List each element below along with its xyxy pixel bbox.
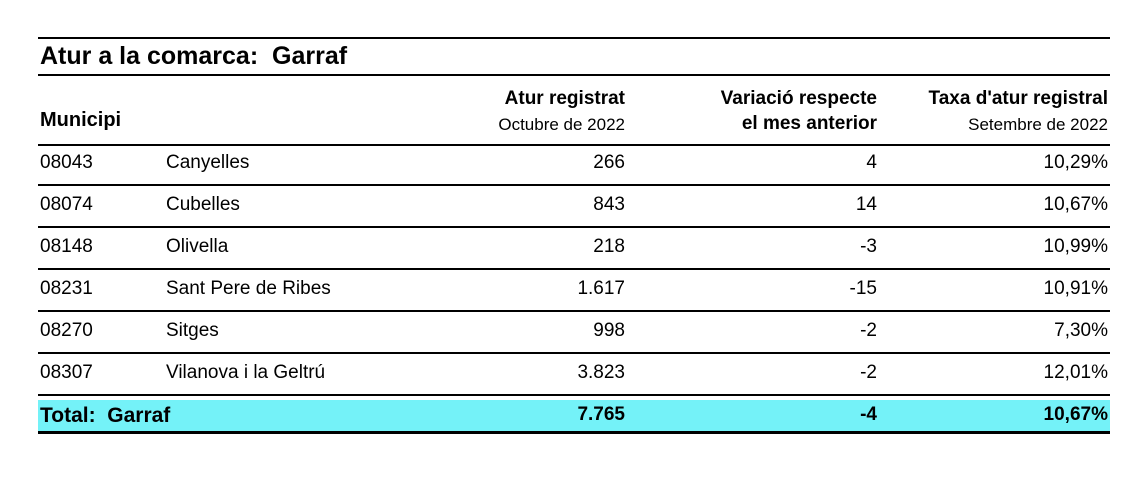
cell: Sant Pere de Ribes — [166, 278, 331, 299]
cell: 08148 — [40, 236, 93, 257]
rule — [38, 184, 1110, 186]
cell: 1.617 — [577, 278, 625, 299]
cell: 266 — [593, 152, 625, 173]
rule — [38, 144, 1110, 146]
cell: 08270 — [40, 320, 93, 341]
cell: 12,01% — [1043, 362, 1108, 383]
rule — [38, 310, 1110, 312]
cell: 08231 — [40, 278, 93, 299]
table-title: Atur a la comarca: Garraf — [40, 42, 348, 70]
column-header: el mes anterior — [741, 113, 877, 134]
total-cell: 7.765 — [577, 404, 625, 425]
column-header: Taxa d'atur registral — [928, 88, 1108, 109]
cell: 08074 — [40, 194, 93, 215]
cell: 843 — [593, 194, 625, 215]
cell: 10,67% — [1043, 194, 1108, 215]
cell: -15 — [849, 278, 877, 299]
cell: 218 — [593, 236, 625, 257]
cell: 7,30% — [1054, 320, 1108, 341]
cell: Canyelles — [166, 152, 250, 173]
cell: -3 — [860, 236, 877, 257]
cell: -2 — [860, 320, 877, 341]
cell: 08307 — [40, 362, 93, 383]
rule — [38, 394, 1110, 396]
cell: 998 — [593, 320, 625, 341]
cell: 3.823 — [577, 362, 625, 383]
cell: 4 — [866, 152, 877, 173]
total-label: Total: Garraf — [40, 404, 171, 427]
column-subheader: Setembre de 2022 — [968, 115, 1108, 134]
cell: 14 — [855, 194, 877, 215]
rule — [38, 268, 1110, 270]
rule — [38, 431, 1110, 434]
cell: Sitges — [166, 320, 219, 341]
cell: 10,91% — [1043, 278, 1108, 299]
total-cell: -4 — [860, 404, 877, 425]
column-header: Atur registrat — [504, 88, 625, 109]
column-subheader: Octubre de 2022 — [498, 115, 625, 134]
total-row-bg — [38, 400, 1110, 432]
cell: Cubelles — [166, 194, 240, 215]
rule — [38, 352, 1110, 354]
cell: 10,29% — [1043, 152, 1108, 173]
total-cell: 10,67% — [1043, 404, 1108, 425]
rule — [38, 37, 1110, 39]
cell: Vilanova i la Geltrú — [166, 362, 326, 383]
rule — [38, 74, 1110, 76]
cell: -2 — [860, 362, 877, 383]
cell: Olivella — [166, 236, 229, 257]
column-header: Variació respecte — [720, 88, 877, 109]
column-header: Municipi — [40, 109, 122, 131]
cell: 10,99% — [1043, 236, 1108, 257]
cell: 08043 — [40, 152, 93, 173]
rule — [38, 226, 1110, 228]
